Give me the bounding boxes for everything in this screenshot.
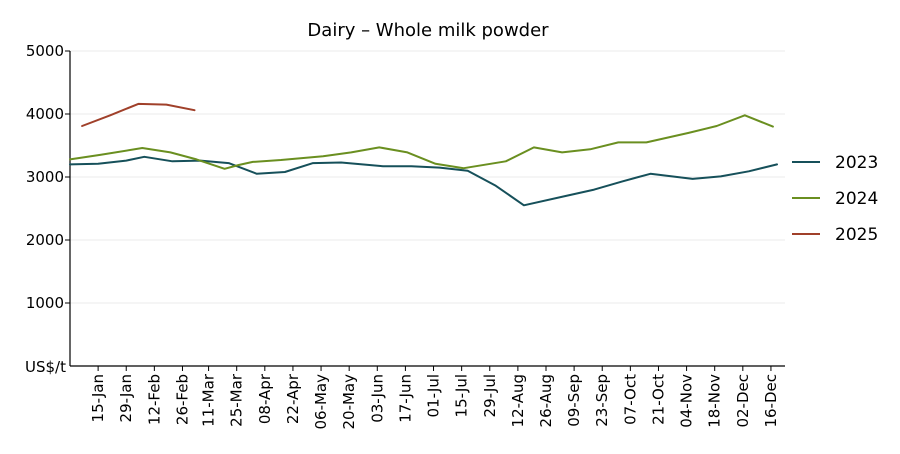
x-tick-label: 20-May [340, 374, 358, 430]
gridlines [70, 50, 785, 304]
y-tick-label: 5000 [26, 42, 64, 60]
x-tick-label: 21-Oct [649, 374, 667, 425]
series-line-2024 [69, 114, 774, 170]
x-tick-label: 16-Dec [762, 374, 780, 428]
series-lines [69, 102, 778, 207]
x-tick-label: 25-Mar [228, 373, 246, 427]
x-tick-label: 26-Aug [537, 374, 555, 427]
x-tick-label: 02-Dec [734, 374, 752, 428]
x-tick-label: 15-Jan [89, 374, 107, 422]
y-tick-label: 1000 [26, 294, 64, 312]
x-tick-label: 09-Sep [565, 374, 583, 427]
x-tick-label: 07-Oct [621, 374, 639, 425]
legend-label-2025: 2025 [835, 225, 878, 245]
x-tick-label: 15-Jul [453, 374, 471, 417]
x-tick-label: 06-May [312, 374, 330, 430]
legend-label-2023: 2023 [835, 153, 878, 173]
x-tick-label: 22-Apr [284, 373, 302, 424]
x-tick-label: 26-Feb [173, 374, 191, 425]
legend-label-2024: 2024 [835, 189, 878, 209]
legend: 2023 2024 2025 [792, 153, 878, 245]
x-tick-label: 18-Nov [706, 374, 724, 428]
x-tick-label: 23-Sep [593, 374, 611, 427]
series-line-2025 [81, 102, 196, 127]
x-tick-label: 04-Nov [678, 374, 696, 428]
y-tick-label: 2000 [26, 231, 64, 249]
y-axis-unit-label: US$/t [25, 358, 66, 376]
x-tick-label: 29-Jul [481, 374, 499, 417]
chart-title: Dairy – Whole milk powder [307, 20, 549, 41]
x-tick-label: 17-Jun [396, 374, 414, 423]
x-tick-label: 12-Aug [509, 374, 527, 427]
x-tick-label: 29-Jan [117, 374, 135, 422]
y-tick-label: 3000 [26, 168, 64, 186]
x-tick-label: 01-Jul [425, 374, 443, 417]
x-tick-label: 11-Mar [200, 373, 218, 427]
x-tick-label: 08-Apr [256, 373, 274, 424]
axes: 1000 2000 3000 4000 5000 15-Jan 29-Jan 12-Feb 26… [26, 42, 785, 430]
x-tick-label: 03-Jun [368, 374, 386, 423]
series-line-2023 [69, 155, 778, 207]
y-tick-label: 4000 [26, 105, 64, 123]
x-tick-label: 12-Feb [145, 374, 163, 425]
